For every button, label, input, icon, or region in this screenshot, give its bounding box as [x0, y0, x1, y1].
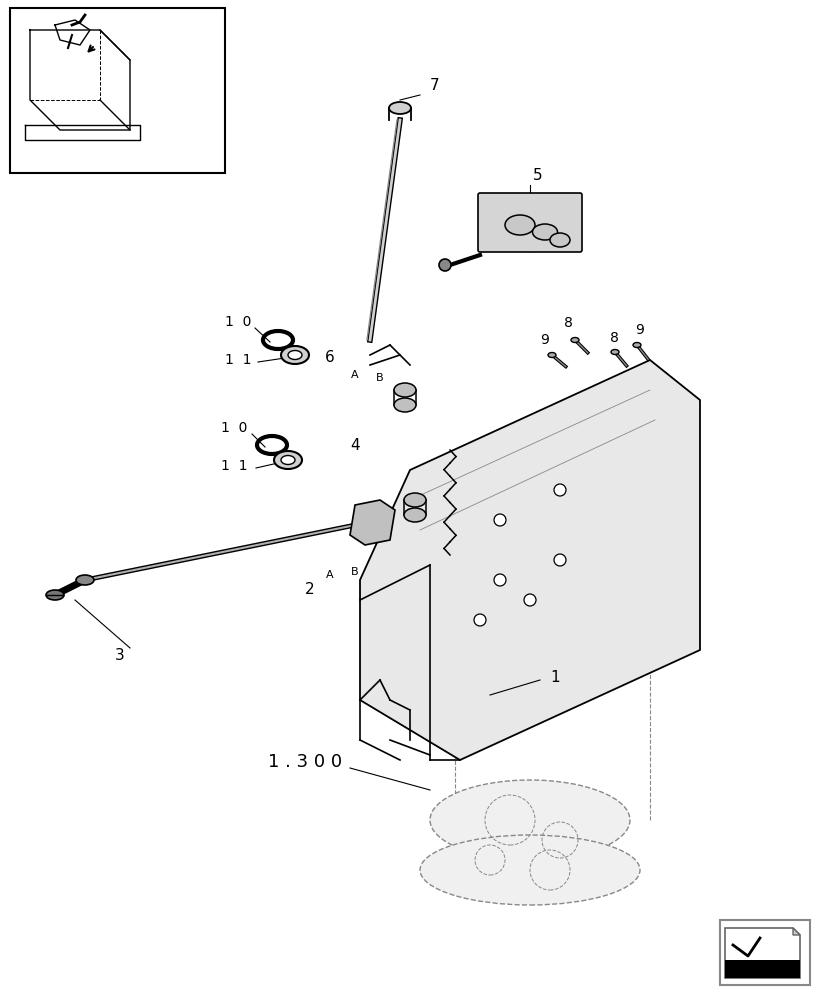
Text: 1: 1 [550, 670, 560, 686]
Text: 9: 9 [636, 323, 645, 337]
Polygon shape [350, 500, 395, 545]
Text: 1  0: 1 0 [221, 421, 247, 435]
Circle shape [554, 554, 566, 566]
Polygon shape [725, 960, 800, 978]
Ellipse shape [274, 451, 302, 469]
Ellipse shape [46, 590, 64, 600]
Polygon shape [360, 360, 700, 760]
Text: 6: 6 [325, 351, 335, 365]
Text: A: A [326, 570, 334, 580]
Ellipse shape [430, 780, 630, 860]
Text: 8: 8 [564, 316, 573, 330]
Ellipse shape [633, 342, 641, 348]
Text: B: B [376, 373, 384, 383]
Ellipse shape [76, 575, 94, 585]
Text: 1  1: 1 1 [224, 353, 251, 367]
Text: 7: 7 [430, 78, 440, 93]
Polygon shape [725, 928, 800, 978]
Ellipse shape [548, 353, 556, 358]
Ellipse shape [394, 383, 416, 397]
Text: 1  0: 1 0 [225, 315, 251, 329]
Ellipse shape [389, 102, 411, 114]
Ellipse shape [505, 215, 535, 235]
Text: A: A [351, 370, 359, 380]
Ellipse shape [571, 338, 579, 342]
Text: 4: 4 [350, 438, 360, 452]
Circle shape [494, 574, 506, 586]
Bar [10, 8, 225, 173]
Ellipse shape [420, 835, 640, 905]
Text: 1 . 3 0 0: 1 . 3 0 0 [268, 753, 342, 771]
Ellipse shape [533, 224, 557, 240]
Circle shape [474, 614, 486, 626]
Polygon shape [793, 928, 800, 935]
Ellipse shape [404, 508, 426, 522]
Ellipse shape [550, 233, 570, 247]
FancyBboxPatch shape [478, 193, 582, 252]
Text: 1  1: 1 1 [221, 459, 247, 473]
Text: 5: 5 [533, 167, 543, 182]
Ellipse shape [404, 493, 426, 507]
Text: 9: 9 [540, 333, 549, 347]
Text: 3: 3 [115, 648, 125, 662]
Ellipse shape [394, 398, 416, 412]
Text: B: B [351, 567, 359, 577]
Ellipse shape [611, 350, 619, 355]
Ellipse shape [281, 346, 309, 364]
Circle shape [524, 594, 536, 606]
Ellipse shape [288, 351, 302, 360]
Ellipse shape [281, 456, 295, 464]
Text: 8: 8 [610, 331, 619, 345]
Circle shape [494, 514, 506, 526]
Bar [720, 920, 810, 985]
Circle shape [554, 484, 566, 496]
Text: 2: 2 [305, 582, 315, 597]
Circle shape [439, 259, 451, 271]
